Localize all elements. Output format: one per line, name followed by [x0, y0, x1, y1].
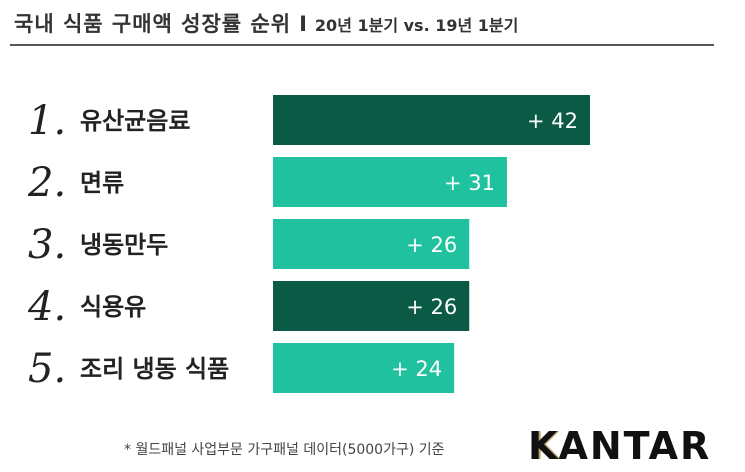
header-divider	[10, 44, 714, 46]
ranking-bar-chart: 1. 유산균음료 + 42 2. 면류 + 31 3. 냉동만두 + 26 4. 식용유 + 26 5.…	[27, 95, 590, 393]
title-separator: I	[299, 12, 307, 36]
chart-title: 국내 식품 구매액 성장률 순위	[14, 12, 292, 36]
rank-number: 4.	[27, 284, 66, 330]
rank-number: 1.	[28, 98, 66, 144]
bar	[273, 157, 507, 207]
category-label: 조리 냉동 식품	[80, 355, 229, 383]
chart-subtitle: 20년 1분기 vs. 19년 1분기	[314, 16, 519, 35]
bar-value-label: + 42	[527, 109, 578, 133]
bar-value-label: + 31	[444, 171, 495, 195]
category-label: 냉동만두	[80, 231, 168, 259]
rank-number: 2.	[27, 160, 66, 206]
kantar-logo: KANTAR	[528, 424, 711, 468]
bar-value-label: + 26	[406, 233, 457, 257]
category-label: 식용유	[80, 293, 146, 321]
rank-number: 5.	[28, 346, 66, 392]
footnote: * 월드패널 사업부문 가구패널 데이터(5000가구) 기준	[124, 442, 445, 458]
bar	[273, 219, 470, 269]
category-label: 유산균음료	[80, 107, 190, 135]
bar-value-label: + 24	[391, 357, 442, 381]
kantar-logo-rest: ANTAR	[558, 424, 712, 468]
bar	[273, 95, 590, 145]
kantar-logo-letter-k: K	[528, 424, 559, 468]
rank-number: 3.	[28, 222, 66, 268]
bar	[273, 343, 455, 393]
bar	[273, 281, 470, 331]
category-label: 면류	[80, 169, 124, 197]
chart-header: 국내 식품 구매액 성장률 순위 I 20년 1분기 vs. 19년 1분기	[14, 8, 714, 44]
bar-value-label: + 26	[406, 295, 457, 319]
